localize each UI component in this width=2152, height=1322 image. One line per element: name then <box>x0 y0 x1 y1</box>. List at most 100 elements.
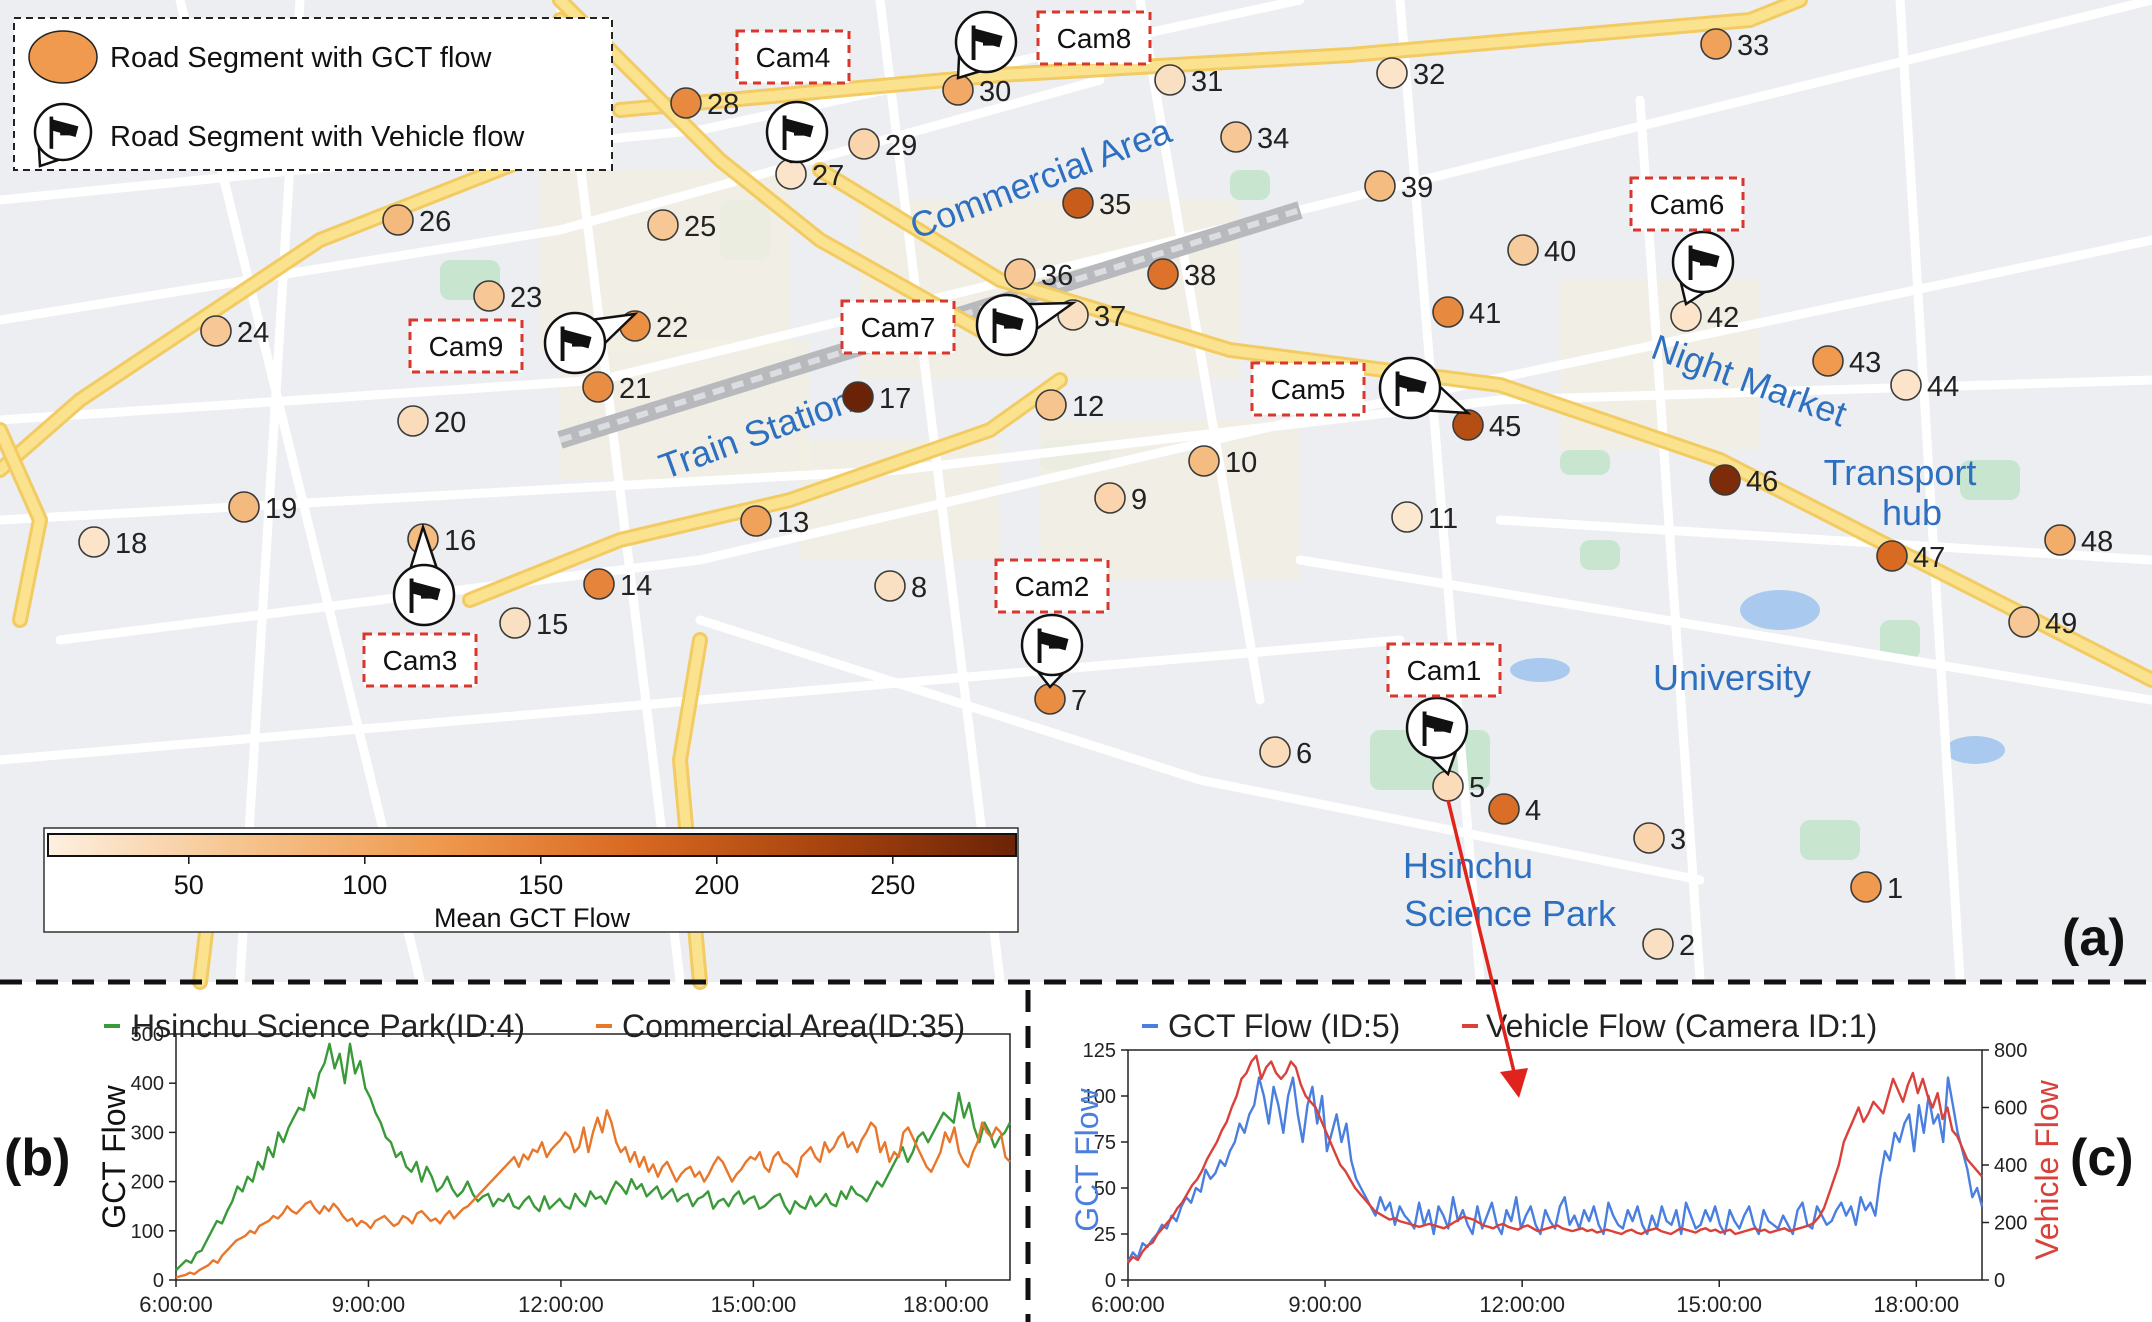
segment-id-label: 40 <box>1544 236 1576 268</box>
road-segment-11: 11 <box>1391 501 1458 535</box>
series-line-2 <box>175 1109 1011 1279</box>
camera-label: Cam8 <box>1057 23 1132 54</box>
y-tick-label: 300 <box>131 1122 164 1144</box>
segment-marker <box>1220 121 1252 153</box>
segment-marker <box>1432 296 1464 328</box>
area-label: Science Park <box>1404 893 1617 934</box>
segment-id-label: 30 <box>979 76 1011 108</box>
segment-marker <box>1709 464 1741 496</box>
road-segment-28: 28 <box>670 87 739 121</box>
minor-street <box>1635 95 1705 985</box>
segment-id-label: 26 <box>419 206 451 238</box>
segment-id-label: 29 <box>885 130 917 162</box>
camera-label-box <box>994 558 1110 614</box>
road-segment-46: 46 <box>1709 464 1778 498</box>
road-segment-10: 10 <box>1188 445 1257 479</box>
colorbar-title: Mean GCT Flow <box>434 903 631 933</box>
minor-street <box>1295 555 2152 705</box>
segment-id-label: 49 <box>2045 608 2077 640</box>
camera-label: Cam1 <box>1407 655 1482 686</box>
camera-mount <box>794 131 805 136</box>
series-line-1 <box>175 1042 1012 1272</box>
y-tick-label: 0 <box>153 1270 164 1292</box>
segment-id-label: 14 <box>620 570 652 602</box>
road-segment-4: 4 <box>1488 793 1541 827</box>
camera-body <box>974 28 1003 48</box>
camera-label-box <box>408 318 524 374</box>
series-line-2 <box>1127 1054 1983 1264</box>
y-axis-label: GCT Flow <box>1069 1087 1105 1231</box>
road-segment-35: 35 <box>1062 187 1131 221</box>
y-tick-label: 400 <box>131 1073 164 1095</box>
segment-marker <box>775 158 807 190</box>
segment-marker <box>848 128 880 160</box>
water-area <box>1510 658 1570 682</box>
panel-letter-c: (c) <box>2070 1129 2134 1187</box>
minor-street <box>1895 0 1965 985</box>
minor-street <box>0 635 1405 765</box>
road-segment-12: 12 <box>1035 389 1104 423</box>
road-segment-40: 40 <box>1507 234 1576 268</box>
road-segment-43: 43 <box>1812 345 1881 379</box>
y2-tick-label: 0 <box>1994 1270 2005 1292</box>
road-segment-19: 19 <box>228 491 297 525</box>
panel-letter-b: (b) <box>4 1129 70 1187</box>
camera-cam6: Cam6 <box>1629 176 1745 306</box>
camera-cam1: Cam1 <box>1386 642 1502 777</box>
segment-marker <box>1094 482 1126 514</box>
camera-mount <box>1434 727 1445 732</box>
segment-marker <box>942 74 974 106</box>
segment-marker <box>1154 64 1186 96</box>
camera-cam4: Cam4 <box>735 29 851 164</box>
segment-marker <box>78 526 110 558</box>
road-segment-6: 6 <box>1259 736 1312 770</box>
road-segment-14: 14 <box>583 568 652 602</box>
park-area <box>1230 170 1270 200</box>
road-segment-7: 7 <box>1034 683 1087 717</box>
segment-marker <box>583 568 615 600</box>
road-segment-41: 41 <box>1432 296 1501 330</box>
road-segment-33: 33 <box>1700 28 1769 62</box>
camera-cam3: Cam3 <box>362 522 478 688</box>
camera-body <box>1398 374 1427 394</box>
legend-label: Commercial Area(ID:35) <box>622 1008 965 1044</box>
segment-marker <box>1507 234 1539 266</box>
segment-marker <box>874 570 906 602</box>
segment-id-label: 7 <box>1071 685 1087 717</box>
road-segment-48: 48 <box>2044 524 2113 558</box>
segment-id-label: 12 <box>1072 391 1104 423</box>
road-segment-45: 45 <box>1452 409 1521 443</box>
segment-marker <box>1890 369 1922 401</box>
segment-id-label: 8 <box>911 572 927 604</box>
minor-street <box>0 0 2152 425</box>
legend-gct-label: Road Segment with GCT flow <box>110 42 493 74</box>
road-segment-39: 39 <box>1364 170 1433 204</box>
y2-axis-label: Vehicle Flow <box>2029 1079 2065 1260</box>
road-segment-25: 25 <box>647 209 716 243</box>
road-segment-29: 29 <box>848 128 917 162</box>
road-segment-34: 34 <box>1220 121 1289 155</box>
segment-marker <box>228 491 260 523</box>
camera-mount <box>1700 261 1711 266</box>
minor-street <box>875 0 1005 985</box>
road-segment-38: 38 <box>1147 258 1216 292</box>
x-tick-label: 9:00:00 <box>332 1292 405 1317</box>
segment-marker <box>1850 871 1882 903</box>
minor-street <box>1395 0 1485 985</box>
segment-id-label: 19 <box>265 493 297 525</box>
segment-id-label: 23 <box>510 282 542 314</box>
camera-cam8: Cam8 <box>954 10 1152 80</box>
colorbar-tick-label: 250 <box>870 870 915 900</box>
camera-pole <box>971 25 976 60</box>
road-segment-36: 36 <box>1004 258 1073 292</box>
road-segment-13: 13 <box>740 505 809 539</box>
panel-dividers <box>0 979 2152 1322</box>
segment-marker <box>1876 540 1908 572</box>
segment-id-label: 33 <box>1737 30 1769 62</box>
segment-id-label: 34 <box>1257 123 1289 155</box>
segment-marker <box>1452 409 1484 441</box>
camera-label-box <box>840 299 956 355</box>
y2-tick-label: 600 <box>1994 1098 2027 1120</box>
segment-marker <box>2044 524 2076 556</box>
